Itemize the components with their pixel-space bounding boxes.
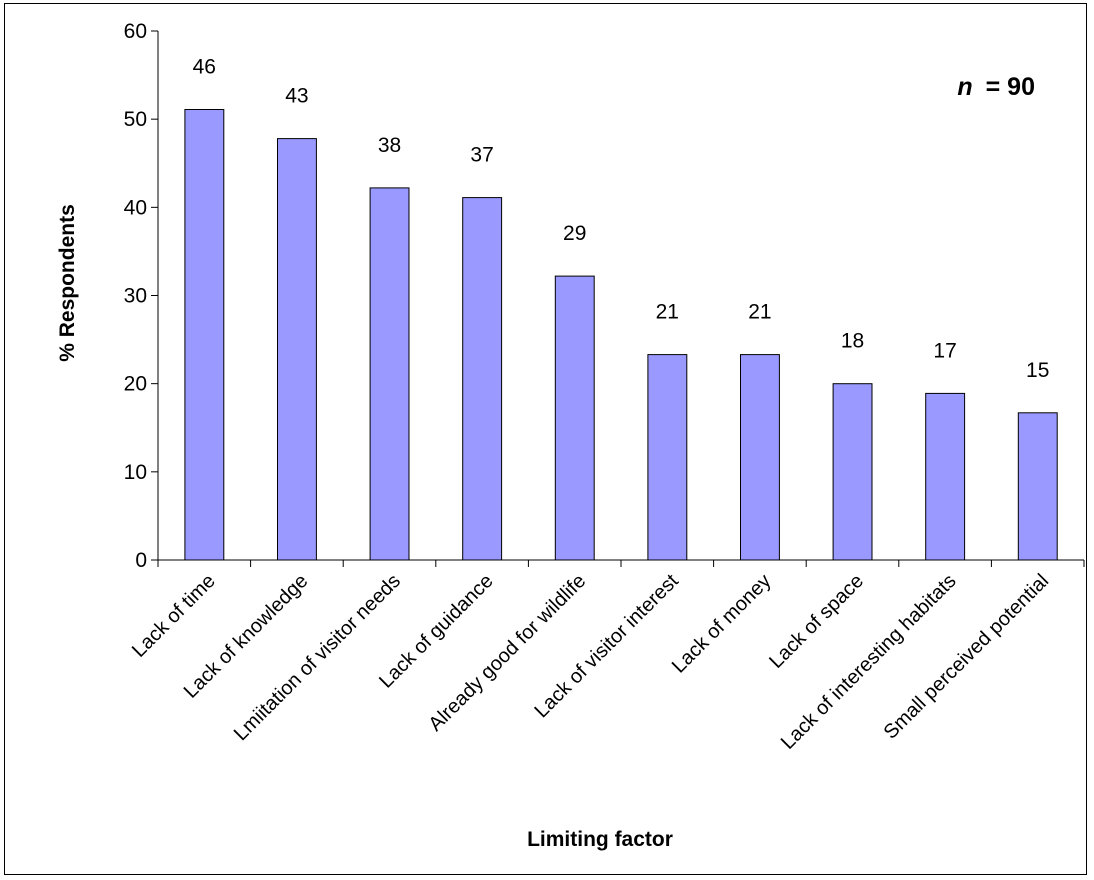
x-category-label-8: Lack of interesting habitats [777, 570, 961, 754]
y-tick-label-4: 40 [124, 196, 147, 219]
bar-8 [925, 392, 966, 561]
bar-7 [832, 383, 873, 561]
y-axis-title: % Respondents [56, 204, 79, 362]
y-tick-label-6: 60 [124, 20, 147, 43]
sample-size-annotation: n = 90 [957, 73, 1035, 101]
y-tick-label-2: 20 [124, 373, 147, 396]
bar-9 [1017, 412, 1058, 561]
bar-0 [184, 109, 225, 561]
x-category-label-9: Small perceived potential [880, 570, 1054, 744]
bar-2 [369, 187, 410, 561]
data-label-3: 37 [470, 144, 493, 167]
bar-5 [647, 354, 688, 561]
data-label-2: 38 [378, 134, 401, 157]
bar-4 [554, 275, 595, 561]
sample-size-n: n [957, 73, 972, 101]
data-label-7: 18 [841, 330, 864, 353]
bar-1 [277, 138, 317, 561]
data-label-6: 21 [748, 301, 771, 324]
y-tick-label-0: 0 [135, 549, 147, 572]
x-category-label-4: Already good for wildlife [425, 570, 591, 736]
x-category-label-7: Lack of space [765, 570, 868, 673]
data-label-5: 21 [656, 301, 679, 324]
data-label-8: 17 [933, 339, 956, 362]
bar-3 [462, 197, 503, 561]
y-tick-label-5: 50 [124, 108, 147, 131]
x-axis-title: Limiting factor [527, 828, 673, 851]
y-tick-label-3: 30 [124, 285, 147, 308]
chart-frame: 0 10 20 30 40 50 60 46 Lack of time 43 Lack of kno… [4, 3, 1087, 875]
y-tick-label-1: 10 [124, 461, 147, 484]
data-label-0: 46 [193, 55, 216, 78]
data-label-9: 15 [1026, 359, 1049, 382]
data-label-1: 43 [285, 85, 308, 108]
x-category-label-2: Lmiitation of visitor needs [230, 570, 405, 745]
x-category-label-0: Lack of time [128, 570, 220, 662]
bar-6 [740, 354, 780, 561]
sample-size-value: = 90 [986, 73, 1035, 101]
data-label-4: 29 [563, 222, 586, 245]
x-category-label-6: Lack of money [668, 570, 776, 678]
